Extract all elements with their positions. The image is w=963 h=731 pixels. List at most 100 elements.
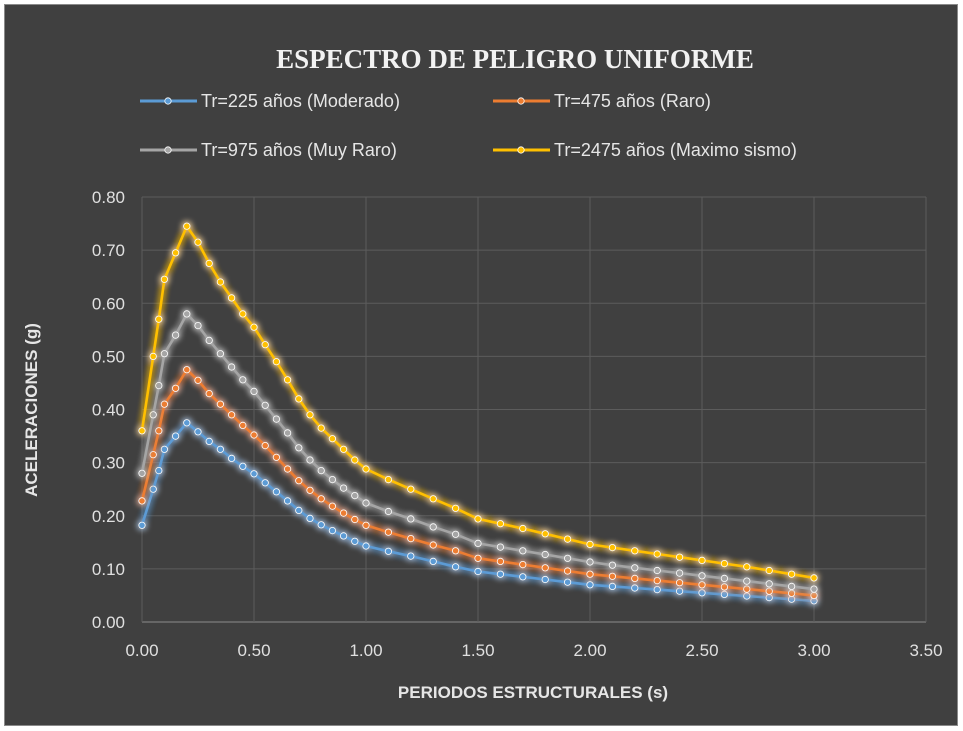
data-point — [138, 497, 146, 505]
data-point — [720, 559, 729, 568]
data-point — [362, 465, 370, 473]
data-point — [138, 427, 146, 435]
data-point — [765, 566, 773, 575]
data-point — [172, 249, 180, 257]
data-point — [351, 491, 359, 500]
data-point — [474, 515, 482, 523]
data-point — [743, 585, 751, 593]
data-point — [698, 589, 706, 597]
legend-label: Tr=225 años (Moderado) — [201, 91, 400, 111]
data-point — [205, 336, 213, 344]
series-2 — [138, 310, 818, 593]
x-axis-title: PERIODOS ESTRUCTURALES (s) — [398, 683, 668, 702]
data-point — [586, 558, 594, 566]
series-3 — [138, 222, 818, 582]
data-point — [351, 515, 359, 524]
data-point — [283, 497, 292, 505]
legend-item: Tr=225 años (Moderado) — [140, 91, 400, 111]
data-point — [407, 534, 415, 543]
data-point — [216, 445, 224, 453]
data-point — [216, 350, 224, 358]
data-point — [183, 419, 191, 427]
data-point — [149, 352, 157, 360]
data-point — [586, 570, 594, 578]
data-point — [451, 563, 460, 571]
data-point — [631, 584, 639, 592]
data-point — [631, 564, 639, 572]
data-point — [765, 580, 773, 588]
data-point — [653, 576, 661, 585]
data-point — [407, 552, 415, 560]
data-point — [653, 585, 661, 594]
data-point — [239, 421, 247, 429]
data-point — [228, 363, 236, 371]
legend-label: Tr=475 años (Raro) — [554, 91, 711, 111]
legend-item: Tr=975 años (Muy Raro) — [140, 140, 397, 160]
data-point — [205, 259, 213, 267]
data-point — [351, 537, 359, 545]
data-point — [541, 564, 549, 572]
data-point — [586, 540, 594, 549]
x-tick-label: 1.00 — [349, 641, 382, 660]
data-point — [743, 563, 751, 571]
data-point — [261, 341, 269, 349]
data-point — [339, 509, 348, 517]
y-tick-label: 0.10 — [92, 560, 125, 579]
data-point — [228, 411, 236, 419]
data-point — [317, 424, 325, 432]
data-point — [295, 506, 303, 514]
data-point — [239, 310, 247, 318]
data-point — [474, 554, 482, 562]
data-point — [608, 561, 617, 569]
data-point — [172, 432, 180, 440]
data-point — [339, 532, 348, 540]
data-point — [295, 444, 303, 452]
data-point — [496, 570, 504, 578]
data-point — [631, 574, 639, 583]
series-0 — [138, 419, 818, 605]
data-point — [351, 456, 359, 464]
data-point — [317, 466, 325, 475]
data-point — [250, 470, 258, 478]
data-point — [675, 579, 684, 587]
data-point — [272, 453, 280, 461]
data-point — [172, 331, 180, 339]
data-point — [407, 485, 415, 493]
data-point — [138, 469, 146, 477]
data-point — [787, 570, 796, 578]
data-point — [563, 578, 572, 586]
data-point — [563, 554, 572, 562]
data-point — [653, 566, 661, 575]
data-point — [328, 435, 336, 443]
chart-title: ESPECTRO DE PELIGRO UNIFORME — [276, 44, 754, 74]
data-point — [429, 557, 437, 566]
y-tick-label: 0.70 — [92, 241, 125, 260]
data-point — [810, 591, 818, 600]
legend-label: Tr=2475 años (Maximo sismo) — [554, 140, 797, 160]
data-point — [675, 587, 684, 595]
data-point — [384, 547, 392, 555]
data-point — [541, 530, 549, 538]
data-point — [608, 582, 617, 591]
y-tick-label: 0.30 — [92, 454, 125, 473]
data-point — [160, 350, 168, 358]
data-point — [362, 542, 370, 550]
y-tick-label: 0.80 — [92, 188, 125, 207]
data-point — [155, 315, 163, 323]
data-point — [328, 475, 336, 484]
data-point — [384, 528, 392, 536]
data-point — [149, 485, 157, 493]
data-point — [155, 466, 163, 475]
data-point — [362, 499, 370, 507]
x-tick-label: 2.00 — [573, 641, 606, 660]
data-point — [698, 572, 706, 580]
data-point — [183, 310, 191, 318]
data-point — [172, 384, 180, 392]
data-point — [787, 595, 796, 603]
data-point — [205, 389, 213, 398]
data-point — [160, 445, 168, 453]
data-point — [283, 429, 292, 437]
data-point — [698, 556, 706, 565]
data-point — [429, 541, 437, 549]
data-point — [339, 445, 348, 453]
